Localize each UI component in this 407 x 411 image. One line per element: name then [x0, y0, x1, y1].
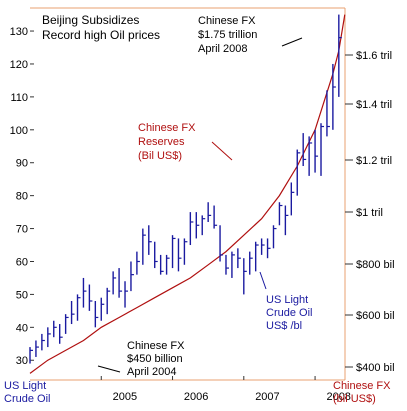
annotation-fx-reserves: Chinese FX Reserves (Bil US$)	[138, 122, 196, 162]
annotation-fx-top-pointer	[281, 37, 303, 47]
x-tick-label: 2008	[326, 391, 350, 403]
right-axis-series-label-line: (bil US$)	[333, 393, 376, 405]
labels: 30 40 50 60 70 80 90 100 110 120 130 $400 bil $600 b…	[4, 13, 395, 405]
chart-title-line: Record high Oil prices	[42, 28, 160, 42]
annotation-fx-2004-line: Chinese FX	[127, 340, 185, 352]
chart-title: Beijing Subsidizes Record high Oil prices	[42, 13, 160, 42]
fx-reserves-line	[29, 14, 346, 374]
annotation-fx-reserves-line: (Bil US$)	[138, 150, 182, 162]
annotation-oil-series-line: US$ /bl	[266, 320, 302, 332]
y-right-tick-label: $1.2 tril	[356, 155, 392, 167]
y-right-tick-label: $600 bil	[356, 310, 395, 322]
y-left-tick-label: 130	[10, 26, 28, 38]
annotation-fx-2004-line: April 2004	[127, 366, 177, 378]
x-tick-label: 2005	[113, 391, 137, 403]
oil-price-bars	[29, 14, 342, 364]
right-axis-series-label-line: Chinese FX	[333, 380, 391, 392]
y-left-tick-label: 70	[16, 224, 28, 236]
y-left-tick-label: 40	[16, 322, 28, 334]
annotation-fx-top-line: $1.75 trillion	[198, 29, 257, 41]
left-axis-series-label: US Light Crude Oil	[4, 380, 50, 405]
annotation-oil-series-pointer	[259, 271, 267, 290]
annotation-fx-2004: Chinese FX $450 billion April 2004	[127, 340, 185, 378]
y-left-tick-label: 120	[10, 59, 28, 71]
annotation-fx-reserves-pointer	[211, 141, 233, 161]
y-right-tick-label: $400 bil	[356, 362, 395, 374]
chart-title-line: Beijing Subsidizes	[42, 13, 139, 27]
x-tick-label: 2007	[255, 391, 279, 403]
annotation-fx-top: Chinese FX $1.75 trillion April 2008	[198, 15, 257, 55]
y-left-tick-label: 60	[16, 256, 28, 268]
y-left-tick-label: 80	[16, 191, 28, 203]
annotation-fx-top-line: April 2008	[198, 43, 248, 55]
y-left-tick-label: 90	[16, 158, 28, 170]
annotation-oil-series-line: US Light	[266, 294, 308, 306]
annotation-fx-2004-line: $450 billion	[127, 353, 183, 365]
left-axis-series-label-line: Crude Oil	[4, 393, 50, 405]
y-left-tick-label: 100	[10, 125, 28, 137]
series-layer	[29, 14, 346, 374]
y-right-tick-label: $1 tril	[356, 207, 383, 219]
y-left-tick-label: 30	[16, 355, 28, 367]
y-right-tick-label: $1.6 tril	[356, 50, 392, 62]
annotation-fx-reserves-line: Chinese FX	[138, 122, 196, 134]
annotation-oil-series: US Light Crude Oil US$ /bl	[266, 294, 312, 332]
y-right-tick-label: $800 bil	[356, 259, 395, 271]
x-tick-label: 2006	[184, 391, 208, 403]
y-left-tick-label: 50	[16, 289, 28, 301]
axes	[30, 7, 353, 381]
annotation-fx-reserves-line: Reserves	[138, 136, 185, 148]
annotation-fx-2004-pointer	[97, 365, 121, 373]
right-axis-series-label: Chinese FX (bil US$)	[333, 380, 391, 405]
y-right-tick-label: $1.4 tril	[356, 99, 392, 111]
y-left-tick-label: 110	[10, 92, 28, 104]
annotation-fx-top-line: Chinese FX	[198, 15, 256, 27]
annotation-oil-series-line: Crude Oil	[266, 307, 312, 319]
left-axis-series-label-line: US Light	[4, 380, 46, 392]
